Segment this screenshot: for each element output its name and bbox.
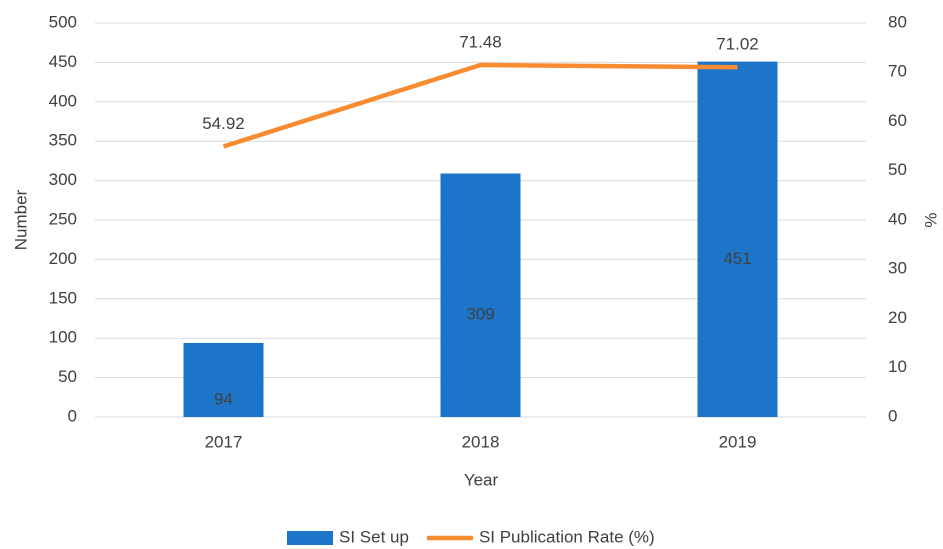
data-label: 71.02 <box>716 35 759 54</box>
y2-tick-label: 60 <box>888 111 907 130</box>
y-tick-label: 300 <box>49 170 77 189</box>
y-axis-title: Number <box>11 189 30 250</box>
bar <box>183 342 264 417</box>
y2-tick-label: 20 <box>888 308 907 327</box>
data-label: 309 <box>466 305 494 324</box>
y2-tick-label: 30 <box>888 259 907 278</box>
y-tick-label: 0 <box>68 406 77 425</box>
y2-axis-title: % <box>921 212 940 227</box>
y2-tick-label: 70 <box>888 62 907 81</box>
data-label: 54.92 <box>202 114 245 133</box>
bar <box>697 61 778 417</box>
legend-label: SI Set up <box>339 527 409 546</box>
x-tick-label: 2019 <box>719 432 757 451</box>
y-tick-label: 150 <box>49 288 77 307</box>
y2-tick-label: 40 <box>888 209 907 228</box>
y-tick-label: 350 <box>49 131 77 150</box>
x-axis-title: Year <box>464 470 499 489</box>
data-label: 71.48 <box>459 32 502 51</box>
bar <box>440 173 521 417</box>
x-tick-label: 2018 <box>462 432 500 451</box>
y-tick-label: 200 <box>49 249 77 268</box>
x-tick-label: 2017 <box>205 432 243 451</box>
y-tick-label: 250 <box>49 209 77 228</box>
data-label: 94 <box>214 389 233 408</box>
legend-swatch <box>287 531 333 545</box>
line <box>222 62 738 149</box>
y-tick-label: 500 <box>49 12 77 31</box>
y-tick-label: 50 <box>58 367 77 386</box>
y2-tick-label: 10 <box>888 357 907 376</box>
y2-tick-label: 50 <box>888 160 907 179</box>
y-tick-label: 400 <box>49 91 77 110</box>
legend-label: SI Publication Rate (%) <box>479 527 655 546</box>
y2-tick-label: 0 <box>888 406 897 425</box>
data-label: 451 <box>723 249 751 268</box>
y2-tick-label: 80 <box>888 12 907 31</box>
y-tick-label: 100 <box>49 328 77 347</box>
y-tick-label: 450 <box>49 52 77 71</box>
